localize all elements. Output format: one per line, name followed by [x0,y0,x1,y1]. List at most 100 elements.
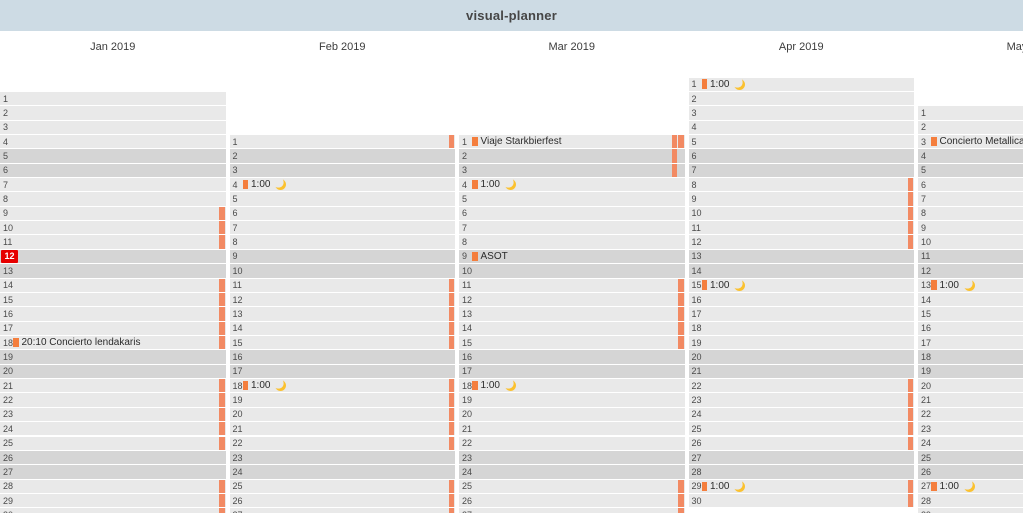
event-bar[interactable] [219,206,225,221]
day-cell[interactable]: 12 [0,249,226,264]
day-cell[interactable]: 25 [459,479,685,493]
day-cell[interactable]: 15 [918,307,1023,321]
day-cell[interactable]: 2 [918,120,1023,134]
event-bar[interactable] [678,321,684,335]
day-cell[interactable]: 5 [688,134,914,149]
day-cell[interactable]: 26 [918,465,1023,479]
day-cell[interactable]: 4 1:00 [229,178,455,192]
day-cell[interactable]: 8 [918,206,1023,221]
event-bar[interactable] [219,393,225,407]
day-cell[interactable]: 3 [229,163,455,178]
event[interactable]: 1:00 [472,179,516,191]
day-cell[interactable]: 26 [0,450,226,465]
day-cell[interactable]: 21 [0,379,226,393]
day-cell[interactable]: 17 [0,321,226,335]
day-cell[interactable]: 30 [0,508,226,513]
day-cell[interactable]: 16 [918,321,1023,335]
day-cell[interactable]: 10 [229,264,455,278]
event[interactable]: 1:00 [701,78,746,90]
day-cell[interactable]: 28 [0,479,226,493]
day-cell[interactable]: 9 [688,192,914,206]
day-cell[interactable]: 26 [229,493,455,508]
day-cell[interactable]: 26 [688,436,914,450]
day-cell[interactable]: 11 [0,235,226,249]
day-cell[interactable]: 19 [688,335,914,350]
day-cell[interactable]: 7 [229,221,455,235]
day-cell[interactable]: 30 [688,493,914,508]
day-cell[interactable]: 1 1:00 [688,77,914,91]
event-bar[interactable] [907,436,913,450]
day-cell[interactable]: 19 [918,364,1023,379]
day-cell[interactable]: 1 [0,91,226,106]
day-cell[interactable]: 20 [0,364,226,379]
day-cell[interactable]: 10 [0,221,226,235]
day-cell[interactable]: 18 1:00 [229,379,455,393]
day-cell[interactable]: 22 [0,393,226,407]
event-bar[interactable] [219,307,225,321]
day-cell[interactable]: 23 [918,422,1023,436]
event[interactable]: 1:00 [701,279,746,291]
day-cell[interactable]: 3 Concierto Metallica [918,134,1023,149]
day-cell[interactable]: 19 [459,393,685,407]
day-cell[interactable]: 18 20:10 Concierto lendakaris [0,335,226,350]
event-bar[interactable] [678,307,684,321]
day-cell[interactable]: 8 [0,192,226,206]
day-cell[interactable]: 12 [918,264,1023,278]
day-cell[interactable]: 21 [688,364,914,379]
event-bar[interactable] [448,393,454,407]
event-bar[interactable] [907,379,913,393]
day-cell[interactable]: 15 [0,292,226,307]
day-cell[interactable]: 8 [229,235,455,249]
event-bar[interactable] [907,206,913,221]
event-bar[interactable] [448,307,454,321]
day-cell[interactable]: 23 [0,407,226,422]
day-cell[interactable]: 27 [688,450,914,465]
day-cell[interactable]: 8 [459,235,685,249]
day-cell[interactable]: 12 [688,235,914,249]
day-cell[interactable]: 17 [229,364,455,379]
event-bar[interactable] [448,278,454,292]
day-cell[interactable]: 29 1:00 [688,479,914,493]
event-bar[interactable] [448,379,454,393]
day-cell[interactable]: 6 [918,178,1023,192]
day-cell[interactable]: 28 [918,493,1023,508]
event-bar[interactable] [219,493,225,508]
event-bar[interactable] [448,292,454,307]
day-cell[interactable]: 29 [918,508,1023,513]
day-cell[interactable]: 16 [459,350,685,364]
event[interactable]: Viaje Starkbierfest [472,136,561,147]
day-cell[interactable]: 6 [229,206,455,221]
day-cell[interactable]: 17 [459,364,685,379]
event-bar[interactable] [678,493,684,508]
day-cell[interactable]: 18 [918,350,1023,364]
day-cell[interactable]: 9 [918,221,1023,235]
day-cell[interactable]: 14 [688,264,914,278]
day-cell[interactable]: 6 [688,149,914,163]
day-cell[interactable]: 6 [0,163,226,178]
day-cell[interactable]: 21 [918,393,1023,407]
event-bar[interactable] [907,493,913,508]
day-cell[interactable]: 23 [229,450,455,465]
event-bar[interactable] [678,335,684,350]
day-cell[interactable]: 7 [688,163,914,178]
event[interactable]: 1:00 [242,380,287,392]
event-bar[interactable] [448,436,454,450]
event-bar[interactable] [907,221,913,235]
event-bar[interactable] [678,508,684,513]
day-cell[interactable]: 8 [688,178,914,192]
day-cell[interactable]: 3 [688,106,914,120]
day-cell[interactable]: 22 [459,436,685,450]
day-cell[interactable]: 20 [459,407,685,422]
day-cell[interactable]: 14 [229,321,455,335]
event-bar[interactable] [671,149,677,163]
event-bar[interactable] [448,479,454,493]
day-cell[interactable]: 13 [459,307,685,321]
day-cell[interactable]: 28 [688,465,914,479]
event-bar[interactable] [678,292,684,307]
event-bar[interactable] [678,479,684,493]
event-bar[interactable] [448,508,454,513]
day-cell[interactable]: 4 [0,134,226,149]
day-cell[interactable]: 18 [688,321,914,335]
day-cell[interactable]: 1 [918,106,1023,120]
day-cell[interactable]: 14 [459,321,685,335]
